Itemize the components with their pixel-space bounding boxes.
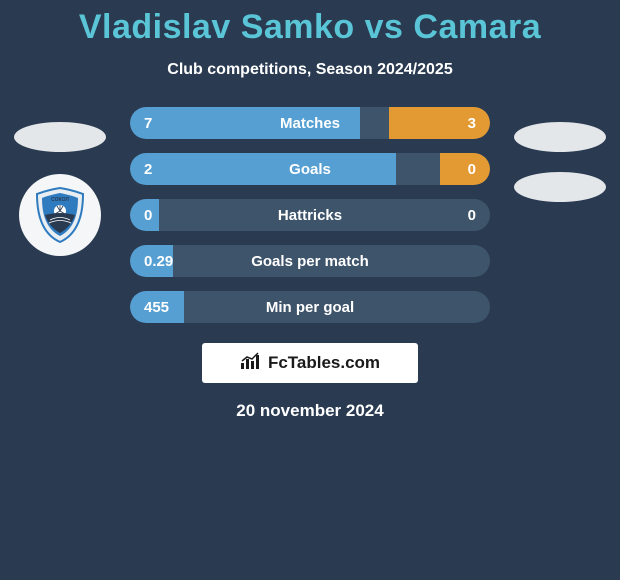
stat-row: 2 0 Goals (130, 153, 490, 185)
stat-value-left: 7 (144, 115, 152, 132)
stat-label: Hattricks (278, 207, 342, 224)
chart-icon (240, 352, 262, 375)
stat-value-right: 0 (468, 161, 476, 178)
date-text: 20 november 2024 (0, 401, 620, 421)
stat-label: Matches (280, 115, 340, 132)
stat-label: Min per goal (266, 299, 354, 316)
stat-label: Goals per match (251, 253, 369, 270)
stat-label: Goals (289, 161, 331, 178)
stat-fill-right (440, 153, 490, 185)
stats-rows: 7 3 Matches 2 0 Goals 0 0 Hattricks 0.29 Goals per… (0, 107, 620, 323)
stat-value-left: 0.29 (144, 253, 173, 270)
stat-row: 455 Min per goal (130, 291, 490, 323)
stat-value-right: 0 (468, 207, 476, 224)
stat-value-left: 2 (144, 161, 152, 178)
stat-fill-left (130, 153, 396, 185)
stat-row: 7 3 Matches (130, 107, 490, 139)
stat-row: 0 0 Hattricks (130, 199, 490, 231)
stat-value-right: 3 (468, 115, 476, 132)
page-title: Vladislav Samko vs Camara (0, 0, 620, 47)
subtitle: Club competitions, Season 2024/2025 (0, 61, 620, 79)
stat-value-left: 0 (144, 207, 152, 224)
brand-text: FcTables.com (268, 353, 380, 373)
stat-value-left: 455 (144, 299, 169, 316)
stat-row: 0.29 Goals per match (130, 245, 490, 277)
brand-box: FcTables.com (202, 343, 418, 383)
